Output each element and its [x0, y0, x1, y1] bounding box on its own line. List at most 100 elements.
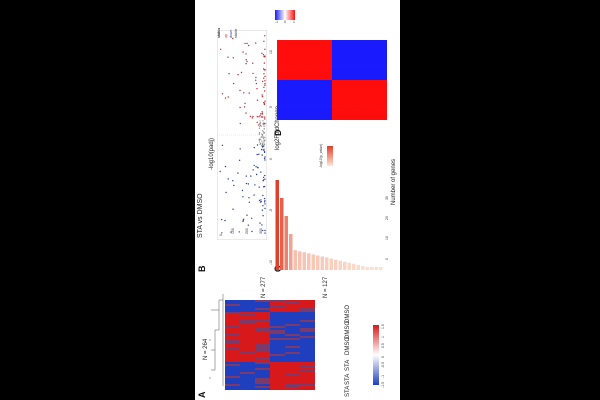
volcano-point — [224, 165, 227, 168]
enrichment-bar — [361, 266, 365, 270]
heatmap-cell — [270, 330, 286, 333]
heatmap-cell — [270, 358, 286, 361]
heatmap-cell — [225, 308, 241, 311]
heatmap-cell — [337, 40, 344, 54]
heatmap-cell — [376, 93, 382, 107]
volcano-point — [244, 102, 246, 105]
volcano-point — [261, 80, 264, 83]
heatmap-cell — [300, 362, 315, 365]
volcano-point — [264, 123, 266, 125]
heatmap-cell — [299, 106, 305, 120]
enrichment-bar — [334, 259, 338, 270]
volcano-point — [261, 154, 263, 156]
heatmap-cell — [300, 372, 315, 375]
volcano-point — [264, 100, 266, 102]
volcano-point — [264, 84, 266, 86]
volcano-point — [238, 231, 240, 233]
heatmap-cell — [240, 324, 256, 327]
heatmap-cell — [240, 332, 256, 335]
heatmap-cell — [365, 93, 371, 107]
volcano-point — [264, 203, 266, 205]
heatmap-cell — [270, 342, 286, 345]
panel-d-colorbar — [275, 10, 295, 20]
heatmap-cell — [270, 306, 286, 309]
heatmap-cell — [255, 344, 271, 347]
volcano-point — [262, 147, 264, 149]
volcano-point — [262, 123, 264, 125]
heatmap-cell — [240, 302, 256, 305]
volcano-point — [258, 153, 260, 155]
volcano-point — [262, 138, 265, 140]
volcano-point — [263, 62, 266, 64]
volcano-point — [233, 184, 235, 187]
volcano-point — [264, 178, 266, 180]
volcano-point — [246, 214, 248, 216]
volcano-point — [221, 144, 224, 146]
heatmap-cell — [225, 324, 241, 327]
volcano-point — [219, 48, 222, 50]
heatmap-cell — [270, 380, 286, 383]
heatmap-cell — [255, 312, 271, 315]
heatmap-cell — [300, 334, 315, 337]
heatmap-cell — [225, 340, 241, 343]
heatmap-cell — [285, 380, 301, 383]
volcano-point — [263, 90, 266, 92]
heatmap-cell — [300, 364, 315, 367]
heatmap-cell — [285, 366, 301, 369]
heatmap-cell — [300, 332, 315, 335]
volcano-point — [225, 191, 227, 194]
volcano-point — [263, 124, 265, 126]
heatmap-cell — [321, 66, 327, 81]
volcano-point — [262, 142, 264, 144]
heatmap-cell — [300, 300, 315, 303]
volcano-point — [258, 139, 260, 141]
panel-b-y-tick: 100 — [231, 228, 235, 234]
volcano-point — [250, 175, 252, 177]
heatmap-cell — [300, 384, 315, 387]
heatmap-cell — [288, 106, 294, 120]
volcano-point — [264, 48, 266, 50]
heatmap-cell — [300, 322, 315, 325]
volcano-point — [263, 55, 265, 58]
heatmap-cell — [285, 388, 301, 390]
heatmap-cell — [285, 336, 301, 339]
heatmap-cell — [300, 356, 315, 359]
heatmap-cell — [270, 334, 286, 337]
heatmap-cell — [304, 40, 311, 54]
volcano-point — [264, 200, 266, 202]
volcano-point — [246, 60, 248, 63]
panel-c-x-tick: 10 — [385, 236, 389, 240]
heatmap-cell — [240, 368, 256, 371]
volcano-point — [259, 115, 261, 117]
volcano-point — [252, 115, 254, 118]
volcano-point — [262, 136, 264, 138]
heatmap-cell — [285, 338, 301, 341]
volcano-point — [239, 122, 241, 125]
heatmap-cell — [285, 374, 301, 377]
enrichment-bar — [302, 252, 306, 270]
heatmap-cell — [225, 386, 241, 389]
volcano-point — [263, 102, 266, 104]
volcano-point — [263, 145, 265, 147]
heatmap-cell — [255, 304, 271, 307]
volcano-point — [263, 197, 266, 200]
heatmap-cell — [288, 80, 294, 94]
heatmap-cell — [225, 360, 241, 363]
heatmap-cell — [225, 374, 241, 377]
heatmap-cell — [255, 308, 271, 311]
volcano-point — [261, 145, 263, 147]
heatmap-cell — [348, 66, 355, 81]
volcano-point — [262, 130, 264, 132]
panel-c-legend-title: -log10(p_value) — [319, 143, 323, 168]
heatmap-cell — [270, 320, 286, 323]
heatmap-cell — [321, 53, 327, 67]
volcano-point — [254, 184, 256, 186]
heatmap-cell — [255, 362, 271, 365]
panel-a-sample-label: DMSO — [345, 337, 351, 355]
heatmap-cell — [343, 40, 349, 54]
heatmap-cell — [255, 356, 271, 359]
heatmap-cell — [270, 386, 286, 389]
panel-d-scale-tick: 1 — [293, 20, 295, 24]
heatmap-cell — [270, 324, 286, 327]
volcano-point — [244, 42, 246, 45]
